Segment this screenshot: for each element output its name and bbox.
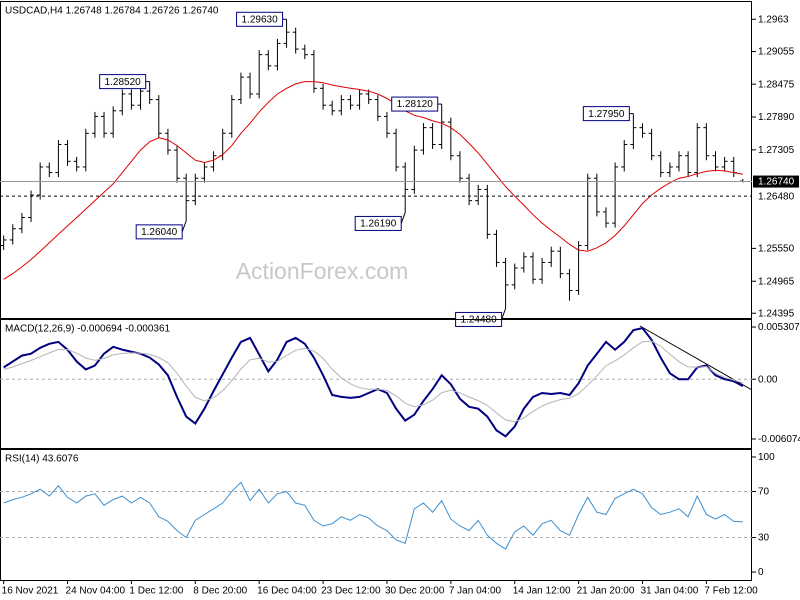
annotation-label: 1.28120 [397, 99, 434, 110]
y-tick-label: 1.28475 [758, 79, 795, 90]
y-tick-label: 1.27305 [758, 145, 795, 156]
x-tick-label: 24 Nov 04:00 [66, 586, 126, 597]
series-line [3, 481, 743, 550]
y-tick-label: 70 [758, 487, 770, 498]
y-tick-label: 1.27890 [758, 112, 795, 123]
x-tick-label: 14 Jan 12:00 [513, 586, 571, 597]
annotation-box [135, 224, 183, 240]
annotation-box [236, 11, 284, 27]
annotation-label: 1.26190 [360, 219, 397, 230]
series-line [3, 326, 744, 438]
annotation-connector [181, 220, 187, 233]
y-tick-label: 30 [758, 533, 770, 544]
annotation-label: 1.28520 [105, 77, 142, 88]
y-tick-label: 0.00 [758, 374, 778, 385]
annotation-box [582, 106, 630, 122]
annotation-label: 1.26040 [141, 227, 178, 238]
annotation-box [391, 96, 439, 112]
x-tick-label: 30 Dec 20:00 [385, 586, 445, 597]
x-tick-label: 16 Nov 2021 [2, 586, 59, 597]
x-tick-label: 23 Dec 12:00 [321, 586, 381, 597]
annotation-box [99, 74, 147, 90]
annotation-box [354, 215, 402, 231]
x-tick-label: 21 Jan 20:00 [577, 586, 635, 597]
x-tick-label: 7 Jan 04:00 [449, 586, 502, 597]
annotation-label: 1.24480 [461, 315, 498, 326]
y-tick-label: 0 [758, 567, 764, 578]
x-tick-label: 7 Feb 12:00 [704, 586, 758, 597]
y-tick-label: -0.006074 [758, 434, 800, 445]
y-tick-label: 1.24965 [758, 276, 795, 287]
watermark: ActionForex.com [236, 258, 409, 284]
panel-title: MACD(12,26,9) -0.000694 -0.000361 [5, 324, 171, 335]
price-label-box [753, 175, 799, 188]
price-label: 1.26740 [758, 177, 795, 188]
price-label: 1.26480 [758, 191, 795, 202]
y-tick-label: 1.29055 [758, 47, 795, 58]
y-tick-label: 1.2963 [758, 14, 789, 25]
annotation-connector [501, 308, 507, 320]
y-tick-label: 100 [758, 452, 775, 463]
x-tick-label: 8 Dec 20:00 [193, 586, 247, 597]
y-tick-label: 1.25550 [758, 244, 795, 255]
y-tick-label: 0.005307 [758, 322, 800, 333]
x-tick-label: 31 Jan 04:00 [640, 586, 698, 597]
panel-title: RSI(14) 43.6076 [5, 454, 79, 465]
x-tick-label: 16 Dec 04:00 [257, 586, 317, 597]
panel-frame [0, 319, 752, 449]
panel-frame [0, 449, 752, 581]
series-line [3, 340, 744, 423]
panel-title: USDCAD,H4 1.26748 1.26784 1.26726 1.2674… [5, 6, 219, 17]
annotation-label: 1.27950 [588, 109, 625, 120]
annotation-connector [400, 212, 406, 224]
y-tick-label: 1.24395 [758, 308, 795, 319]
panel-frame [0, 1, 752, 319]
moving-average [3, 81, 743, 280]
price-label-box [753, 190, 799, 203]
annotation-label: 1.29630 [241, 14, 278, 25]
x-tick-label: 1 Dec 12:00 [129, 586, 183, 597]
